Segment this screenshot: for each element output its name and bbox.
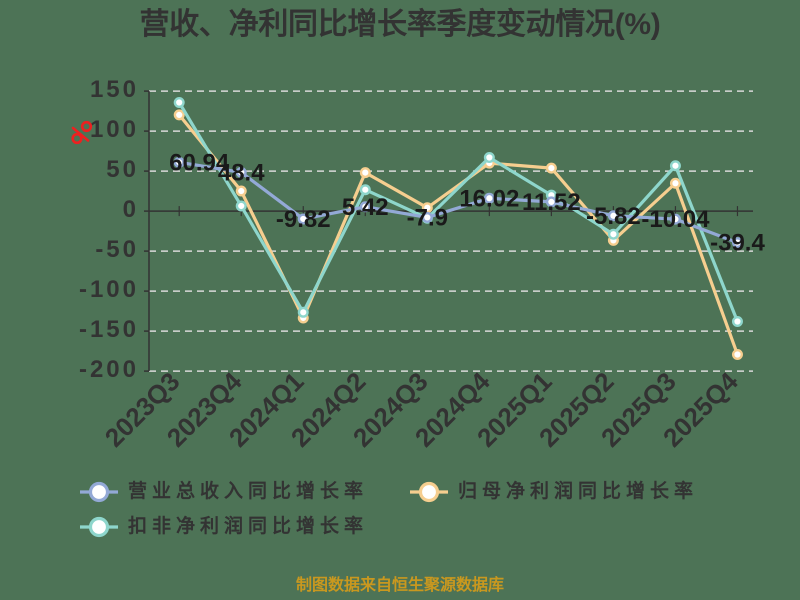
svg-text:-50: -50 [95, 236, 139, 263]
svg-text:11.52: 11.52 [522, 189, 581, 216]
svg-text:-150: -150 [79, 316, 139, 343]
svg-text:5.42: 5.42 [342, 194, 389, 221]
svg-text:-39.4: -39.4 [710, 230, 765, 257]
svg-text:150: 150 [90, 76, 139, 103]
svg-text:-100: -100 [79, 276, 139, 303]
svg-text:-200: -200 [79, 356, 139, 383]
svg-text:-7.9: -7.9 [407, 204, 448, 231]
svg-text:100: 100 [90, 116, 139, 143]
svg-text:制图数据来自恒生聚源数据库: 制图数据来自恒生聚源数据库 [296, 575, 504, 594]
svg-text:营业总收入同比增长率: 营业总收入同比增长率 [128, 479, 368, 502]
svg-text:归母净利润同比增长率: 归母净利润同比增长率 [458, 479, 698, 502]
svg-text:营收、净利同比增长率季度变动情况(%): 营收、净利同比增长率季度变动情况(%) [140, 7, 661, 41]
svg-text:-10.04: -10.04 [641, 206, 710, 233]
svg-text:-9.82: -9.82 [276, 206, 331, 233]
svg-text:16.02: 16.02 [459, 185, 519, 212]
svg-text:0: 0 [123, 196, 139, 223]
svg-text:-5.82: -5.82 [586, 203, 641, 230]
svg-text:50: 50 [106, 156, 139, 183]
svg-text:48.4: 48.4 [218, 159, 265, 186]
svg-text:扣非净利润同比增长率: 扣非净利润同比增长率 [128, 514, 368, 537]
